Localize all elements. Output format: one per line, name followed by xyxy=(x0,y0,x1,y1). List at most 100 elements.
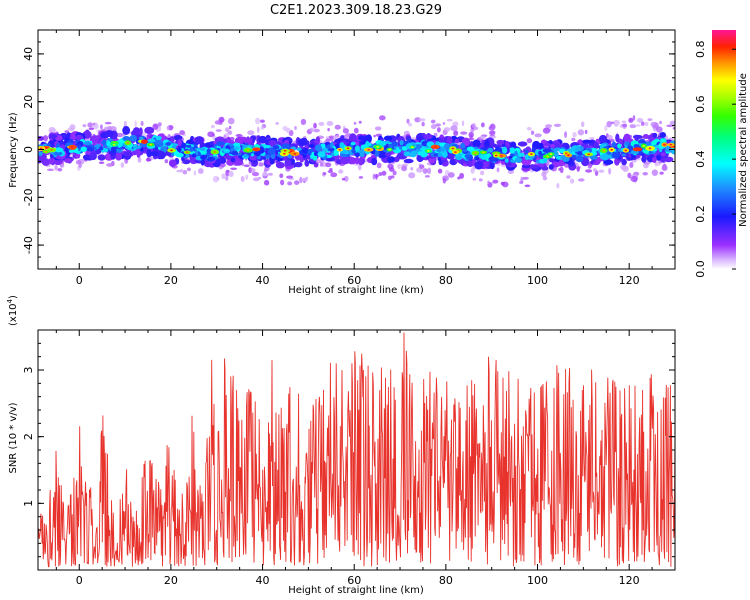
x-tick-label: 60 xyxy=(347,574,361,587)
spectral-point xyxy=(284,159,292,167)
spectral-point xyxy=(443,127,451,132)
spectral-point xyxy=(453,130,459,136)
spectral-point xyxy=(661,165,668,172)
spectral-peak xyxy=(50,148,54,151)
spectral-point xyxy=(489,130,496,135)
spectral-point xyxy=(330,172,338,178)
spectral-point xyxy=(138,127,143,136)
spectral-point xyxy=(318,121,325,126)
spectral-point xyxy=(652,156,657,164)
spectral-point xyxy=(632,115,636,121)
spectral-point xyxy=(607,135,613,140)
colorbar: 0.0 0.2 0.4 0.6 0.8 Normalized spectral ampl… xyxy=(694,30,749,278)
spectral-point xyxy=(624,141,630,146)
spectral-point xyxy=(502,146,508,154)
spectral-point xyxy=(287,154,293,159)
spectral-point xyxy=(200,155,205,160)
spectral-point xyxy=(414,117,421,123)
spectral-point xyxy=(157,122,162,127)
spectral-point xyxy=(193,170,197,176)
spectral-peak xyxy=(126,141,130,144)
spectral-point xyxy=(629,124,637,129)
spectral-point xyxy=(120,162,125,168)
spectral-point xyxy=(489,125,494,128)
spectral-point xyxy=(330,152,335,157)
spectral-point xyxy=(460,131,468,135)
spectral-point xyxy=(399,139,404,146)
spectral-point xyxy=(221,173,226,180)
spectral-peak xyxy=(426,150,430,152)
spectral-point xyxy=(194,136,204,145)
spectral-point xyxy=(216,141,226,146)
spectral-point xyxy=(621,153,626,157)
x-tick-label: 120 xyxy=(619,274,640,287)
snr-x-ticks: 0 20 40 60 80 100 120 xyxy=(55,330,676,587)
spectrogram-x-axis-label: Height of straight line (km) xyxy=(288,285,424,296)
spectral-point xyxy=(164,159,169,164)
spectral-point xyxy=(644,121,649,127)
spectral-point xyxy=(301,177,308,183)
spectral-point xyxy=(493,144,502,149)
spectral-point xyxy=(378,172,383,176)
spectral-point xyxy=(214,120,222,125)
spectral-point xyxy=(492,179,499,184)
spectral-point xyxy=(304,159,310,167)
spectral-point xyxy=(122,126,131,135)
spectral-point xyxy=(542,148,552,153)
spectral-point xyxy=(84,129,91,138)
spectral-point xyxy=(339,156,350,165)
spectral-peak xyxy=(500,154,503,157)
x-tick-label: 40 xyxy=(256,274,270,287)
spectral-point xyxy=(656,154,662,161)
spectral-point xyxy=(285,127,291,133)
spectral-point xyxy=(263,179,270,186)
spectral-point xyxy=(663,156,674,163)
spectral-point xyxy=(251,145,255,149)
spectral-peak xyxy=(289,150,293,153)
spectral-point xyxy=(585,169,593,173)
spectral-point xyxy=(472,139,481,148)
spectral-point xyxy=(87,122,94,128)
spectral-point xyxy=(549,143,556,148)
spectral-point xyxy=(621,158,627,166)
spectral-point xyxy=(317,151,326,158)
spectral-peak xyxy=(433,145,437,148)
spectral-point xyxy=(530,164,539,169)
spectral-point xyxy=(569,178,575,184)
spectral-point xyxy=(179,130,186,136)
spectral-point xyxy=(328,135,334,140)
spectral-point xyxy=(344,175,349,182)
spectral-point xyxy=(185,144,192,148)
spectral-point xyxy=(564,131,568,139)
spectral-peak xyxy=(44,150,48,153)
spectral-point xyxy=(559,166,564,174)
spectral-point xyxy=(387,156,392,164)
spectral-point xyxy=(169,136,175,143)
colorbar-label: Normalized spectral amplitude xyxy=(738,73,749,227)
y-tick-label: -20 xyxy=(22,188,35,206)
spectral-point xyxy=(446,118,453,122)
spectral-point xyxy=(181,142,187,149)
spectral-point xyxy=(480,154,488,160)
spectral-point xyxy=(358,176,364,179)
spectral-peak xyxy=(474,152,477,155)
spectral-peak xyxy=(410,146,414,149)
spectral-point xyxy=(186,167,191,172)
spectral-point xyxy=(660,152,666,157)
spectral-point xyxy=(437,152,443,158)
spectral-point xyxy=(104,121,112,125)
spectral-point xyxy=(173,134,183,141)
spectral-point xyxy=(137,157,142,163)
spectral-point xyxy=(376,162,382,169)
spectral-point xyxy=(436,127,441,133)
spectral-point xyxy=(620,164,627,171)
spectral-point xyxy=(666,124,674,128)
spectral-point xyxy=(578,178,585,182)
spectral-point xyxy=(100,124,103,130)
spectral-peak xyxy=(367,148,371,151)
spectral-point xyxy=(617,143,622,149)
spectral-point xyxy=(454,138,460,144)
spectral-point xyxy=(122,136,131,142)
spectral-point xyxy=(299,141,307,146)
